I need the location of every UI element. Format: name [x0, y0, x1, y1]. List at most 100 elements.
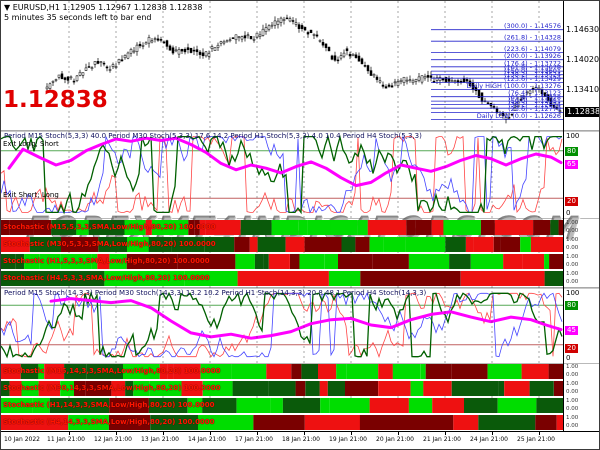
stoch2-scale-0[interactable]: 0 [566, 354, 571, 362]
fib-level-label: (150.0) - 1.13601 [504, 67, 561, 75]
time-axis-label: 13 Jan 21:00 [141, 436, 179, 443]
symbol-dropdown-icon[interactable]: ▼ [4, 3, 11, 12]
time-axis-label: 25 Jan 21:00 [517, 436, 555, 443]
stoch-panel-1-header: Period M15 Stoch(5,3,3) 40.0 Period M30 … [4, 132, 422, 140]
histogram-row-label: Stochastic (M30,5,3,3,SMA,Low/High,80,20… [3, 240, 216, 248]
fib-level-label: (23.6) - 1.12779 [508, 105, 561, 113]
time-axis-tick [539, 432, 540, 435]
time-axis-label: 18 Jan 21:00 [282, 436, 320, 443]
fib-level-label: (61.8) - 1.13028 [508, 94, 561, 102]
stoch1-current-badge: 65 [565, 160, 578, 169]
fib-level-label: (223.6) - 1.14079 [504, 45, 561, 53]
price-scale-label[interactable]: 1.14020 [566, 55, 600, 64]
histogram-scale-min: 0.00 [566, 262, 579, 268]
stoch-histogram-row[interactable] [1, 364, 563, 379]
histogram-row-label: Stochastic (H1,14,3,3,SMA,Low/High,80,20… [3, 401, 215, 409]
current-price-badge: 1.12838 [565, 107, 599, 117]
stoch-panel-1-canvas[interactable] [1, 132, 563, 219]
histogram-scale-max: 1.00 [566, 398, 579, 404]
histogram-scale-max: 1.00 [566, 271, 579, 277]
fib-level-label: (50.0) - 1.12951 [508, 97, 561, 105]
histogram-scale-max: 1.00 [566, 254, 579, 260]
panel-separator[interactable] [1, 287, 599, 289]
fib-level-label: Daily LOW (0.0) - 1.12626 [477, 112, 561, 120]
fib-level-label: (200.0) - 1.13926 [504, 52, 561, 60]
stoch2-level-20-badge: 20 [565, 344, 578, 353]
panel-separator[interactable] [1, 218, 599, 219]
stoch-histogram-row[interactable] [1, 237, 563, 252]
fib-level-label: (38.2) - 1.12874 [508, 101, 561, 109]
stoch-histogram-row[interactable] [1, 254, 563, 269]
histogram-scale-min: 0.00 [566, 406, 579, 412]
stoch-panel-2-canvas[interactable] [1, 289, 563, 363]
time-axis-tick [163, 432, 164, 435]
histogram-row-label: Stochastic (H1,5,3,3,SMA,Low/High,80,20)… [3, 257, 210, 265]
exit-long-label: Exit Long; Short [3, 140, 59, 148]
fib-level-label: (261.8) - 1.14328 [504, 34, 561, 42]
time-axis-tick [116, 432, 117, 435]
histogram-row-label: Stochastic (H4,14,3,3,SMA,Low/High,80,20… [3, 418, 215, 426]
histogram-scale-min: 0.00 [566, 245, 579, 251]
stoch-histogram-row[interactable] [1, 271, 563, 286]
histogram-scale-min: 0.00 [566, 389, 579, 395]
panel-separator[interactable] [1, 363, 599, 364]
stoch2-level-80-badge: 80 [565, 301, 578, 310]
time-axis-label: 19 Jan 21:00 [329, 436, 367, 443]
time-axis-label: 10 Jan 2022 [4, 436, 40, 443]
time-axis-label: 11 Jan 21:00 [47, 436, 85, 443]
price-scale-label[interactable]: 1.14630 [566, 25, 600, 34]
symbol-ohlc-line: ▼ EURUSD,H1 1.12905 1.12967 1.12838 1.12… [4, 3, 202, 12]
fib-level-label: (176.4) - 1.13772 [504, 59, 561, 67]
time-axis-label: 17 Jan 21:00 [235, 436, 273, 443]
time-axis-tick [257, 432, 258, 435]
fib-level-label: Daily HIGH (100.0) - 1.13276 [467, 82, 561, 90]
bar-countdown-text: 5 minutes 35 seconds left to bar end [4, 13, 152, 22]
time-axis-tick [351, 432, 352, 435]
stoch1-level-80-badge: 80 [565, 147, 578, 156]
stoch1-level-20-badge: 20 [565, 197, 578, 206]
fib-level-label: (123.6) - 1.13429 [504, 75, 561, 83]
histogram-scale-min: 0.00 [566, 372, 579, 378]
stoch-histogram-row[interactable] [1, 220, 563, 235]
current-price-display: 1.12838 [3, 87, 108, 113]
histogram-scale-max: 1.00 [566, 364, 579, 370]
stoch-panel-2-header: Period M15 Stoch(14,3,3) Period M30 Stoc… [4, 289, 427, 297]
histogram-row-label: Stochastic (M15,14,3,3,SMA,Low/High,80,2… [3, 367, 221, 375]
stoch1-scale-100[interactable]: 100 [566, 132, 580, 140]
time-axis-label: 20 Jan 21:00 [376, 436, 414, 443]
fib-level-label: (300.0) - 1.14576 [504, 22, 561, 30]
stoch1-scale-0[interactable]: 0 [566, 209, 571, 217]
time-axis-tick [69, 432, 70, 435]
histogram-scale-min: 0.00 [566, 279, 579, 285]
histogram-scale-min: 0.00 [566, 423, 579, 429]
time-axis-tick [492, 432, 493, 435]
price-scale-label[interactable]: 1.13410 [566, 85, 600, 94]
price-scale-divider [563, 1, 564, 431]
stoch-histogram-row[interactable] [1, 398, 563, 413]
time-axis-tick [304, 432, 305, 435]
time-axis-line [1, 431, 599, 432]
stoch2-scale-100[interactable]: 100 [566, 289, 580, 297]
histogram-row-label: Stochastic (M30,14,3,3,SMA,Low/High,80,2… [3, 384, 221, 392]
fib-level-label: (138.2) - 1.13524 [504, 71, 561, 79]
histogram-scale-max: 1.00 [566, 220, 579, 226]
histogram-row-label: Stochastic (M15,5,3,3,SMA,Low/High,80,20… [3, 223, 216, 231]
histogram-scale-min: 0.00 [566, 228, 579, 234]
main-chart-canvas[interactable]: (300.0) - 1.14576 (261.8) - 1.14328 (223.6… [1, 1, 563, 130]
time-axis-tick [210, 432, 211, 435]
fib-level-label: (161.8) - 1.13678 [504, 64, 561, 72]
stoch-histogram-row[interactable] [1, 415, 563, 430]
histogram-scale-max: 1.00 [566, 381, 579, 387]
stoch-histogram-row[interactable] [1, 381, 563, 396]
histogram-row-label: Stochastic (H4,5,3,3,SMA,Low/High,80,20)… [3, 274, 210, 282]
time-axis-tick [445, 432, 446, 435]
time-axis-label: 21 Jan 21:00 [423, 436, 461, 443]
time-axis-label: 24 Jan 21:00 [470, 436, 508, 443]
panel-separator[interactable] [1, 130, 599, 132]
time-axis-label: 14 Jan 21:00 [188, 436, 226, 443]
time-axis-tick [398, 432, 399, 435]
time-axis[interactable]: 10 Jan 2022 11 Jan 21:00 12 Jan 21:00 13 Ja… [1, 432, 599, 449]
ohlc-text: EURUSD,H1 1.12905 1.12967 1.12838 1.1283… [12, 3, 203, 12]
time-axis-label: 12 Jan 21:00 [94, 436, 132, 443]
fib-level-label: (76.4) - 1.13123 [508, 89, 561, 97]
